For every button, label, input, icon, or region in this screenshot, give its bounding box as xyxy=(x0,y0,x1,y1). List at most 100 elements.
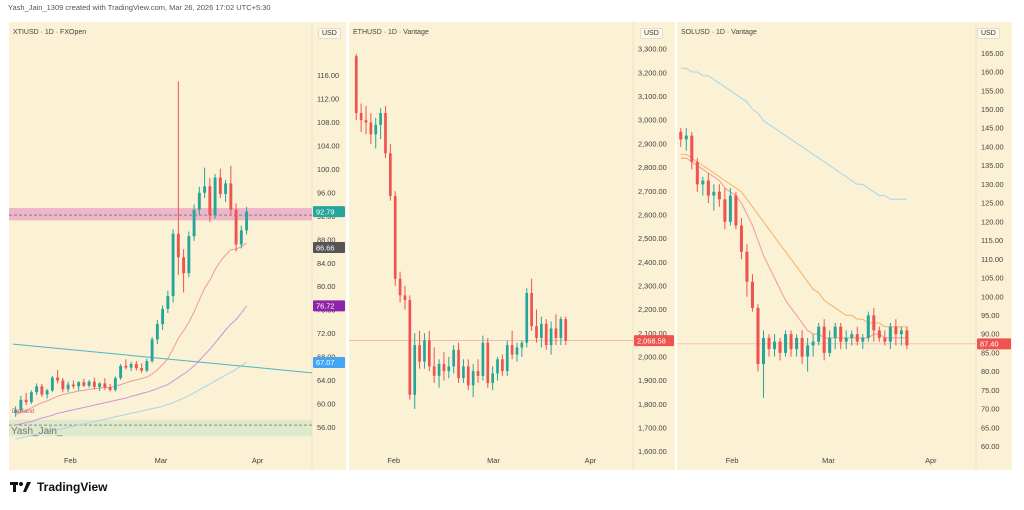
candle xyxy=(795,334,799,357)
y-tick-label: 100.00 xyxy=(317,165,340,174)
candle-body xyxy=(549,328,553,346)
y-tick-label: 72.00 xyxy=(317,329,336,338)
candle-body xyxy=(767,337,771,350)
candle xyxy=(150,337,154,363)
currency-button[interactable]: USD xyxy=(640,28,663,39)
candle-body xyxy=(108,387,112,390)
y-tick-label: 1,900.00 xyxy=(638,376,667,385)
y-tick-label: 125.00 xyxy=(981,199,1004,208)
candle-body xyxy=(839,326,843,342)
y-tick-label: 135.00 xyxy=(981,161,1004,170)
candle xyxy=(369,113,373,144)
currency-button[interactable]: USD xyxy=(977,28,1000,39)
candle-body xyxy=(855,334,859,342)
candle xyxy=(364,105,368,135)
watermark-text: Yash_Jain_ xyxy=(11,426,63,437)
y-tick-label: 96.00 xyxy=(317,188,336,197)
candle-body xyxy=(176,233,180,258)
xtiusd-chart-panel[interactable]: 116.00112.00108.00104.00100.0096.0092.00… xyxy=(9,22,346,470)
xtiusd-chart[interactable]: 116.00112.00108.00104.00100.0096.0092.00… xyxy=(9,22,346,470)
price-tag: 67.07 xyxy=(313,356,345,368)
candle-body xyxy=(418,345,421,362)
y-tick-label: 65.00 xyxy=(981,423,1000,432)
price-tag-value: 86.66 xyxy=(316,243,335,252)
price-tag: 87.40 xyxy=(977,338,1011,350)
candle-body xyxy=(35,386,39,393)
candle xyxy=(476,359,480,383)
candle-body xyxy=(778,341,782,353)
candle xyxy=(877,326,881,342)
moving-average-line xyxy=(680,67,907,200)
candle xyxy=(176,81,180,275)
candle xyxy=(773,334,777,357)
candle-body xyxy=(728,195,732,222)
y-tick-label: 115.00 xyxy=(981,236,1003,245)
price-tag: 76.72 xyxy=(313,300,345,312)
candle-body xyxy=(182,257,186,274)
price-zone xyxy=(9,208,312,221)
candle-body xyxy=(166,296,170,309)
candle-body xyxy=(481,342,485,376)
candle xyxy=(119,364,123,380)
candle xyxy=(690,131,694,170)
candle-body xyxy=(833,326,837,338)
candle xyxy=(756,304,760,372)
candle-body xyxy=(82,382,86,386)
candle-body xyxy=(476,371,480,376)
candle xyxy=(234,203,238,252)
candle-body xyxy=(866,315,870,338)
candle-body xyxy=(894,326,898,335)
candle xyxy=(203,167,207,199)
candle xyxy=(229,165,233,215)
candle-body xyxy=(706,180,710,196)
y-tick-label: 108.00 xyxy=(317,118,340,127)
candle-body xyxy=(750,281,754,308)
y-tick-label: 140.00 xyxy=(981,142,1004,151)
candle xyxy=(905,326,909,350)
candle xyxy=(403,285,407,310)
y-tick-label: 160.00 xyxy=(981,68,1004,77)
candle-body xyxy=(795,337,799,350)
candle xyxy=(784,330,788,357)
brand-name: TradingView xyxy=(37,480,108,494)
candle-body xyxy=(234,209,238,245)
moving-average-line xyxy=(15,361,247,440)
candle-body xyxy=(61,380,65,390)
candle xyxy=(140,363,144,373)
candle xyxy=(108,383,112,392)
candle xyxy=(501,354,504,376)
price-tag-box xyxy=(313,356,345,368)
ethusd-chart[interactable]: 3,300.00 3,200.00 3,100.00 3,000.00 2,900.00… xyxy=(349,22,675,470)
candle xyxy=(56,369,60,384)
candle xyxy=(717,184,721,207)
candle xyxy=(723,188,727,230)
candle xyxy=(427,330,431,372)
candle-body xyxy=(155,324,159,340)
price-tag: 92.79 xyxy=(313,206,345,218)
candle xyxy=(239,225,243,249)
candle-body xyxy=(218,177,222,194)
y-tick-label: 165.00 xyxy=(981,49,1004,58)
currency-button[interactable]: USD xyxy=(318,28,341,39)
candle xyxy=(761,330,766,398)
ethusd-chart-panel[interactable]: 3,300.00 3,200.00 3,100.00 3,000.00 2,900.00… xyxy=(349,22,675,470)
candle xyxy=(855,326,859,346)
moving-average-line xyxy=(15,305,247,426)
candle xyxy=(817,322,821,346)
candle xyxy=(811,334,815,357)
y-tick-label: 2,000.00 xyxy=(638,353,667,362)
candle-body xyxy=(374,124,378,135)
candle xyxy=(14,406,18,417)
candle-body xyxy=(24,399,28,403)
candle-body xyxy=(124,365,128,368)
y-tick-label: 100.00 xyxy=(981,292,1004,301)
y-tick-label: 116.00 xyxy=(317,71,339,80)
solusd-chart[interactable]: 165.00 160.00 155.00 150.00 145.00 140.00 135.… xyxy=(677,22,1012,470)
y-tick-label: 84.00 xyxy=(317,259,336,268)
candle-body xyxy=(239,230,243,245)
tradingview-logo[interactable]: TradingView xyxy=(10,480,107,494)
candle xyxy=(861,334,865,350)
solusd-chart-panel[interactable]: 165.00 160.00 155.00 150.00 145.00 140.00 135.… xyxy=(677,22,1012,470)
candle-body xyxy=(784,334,788,353)
price-tag: 86.66 xyxy=(313,242,345,254)
